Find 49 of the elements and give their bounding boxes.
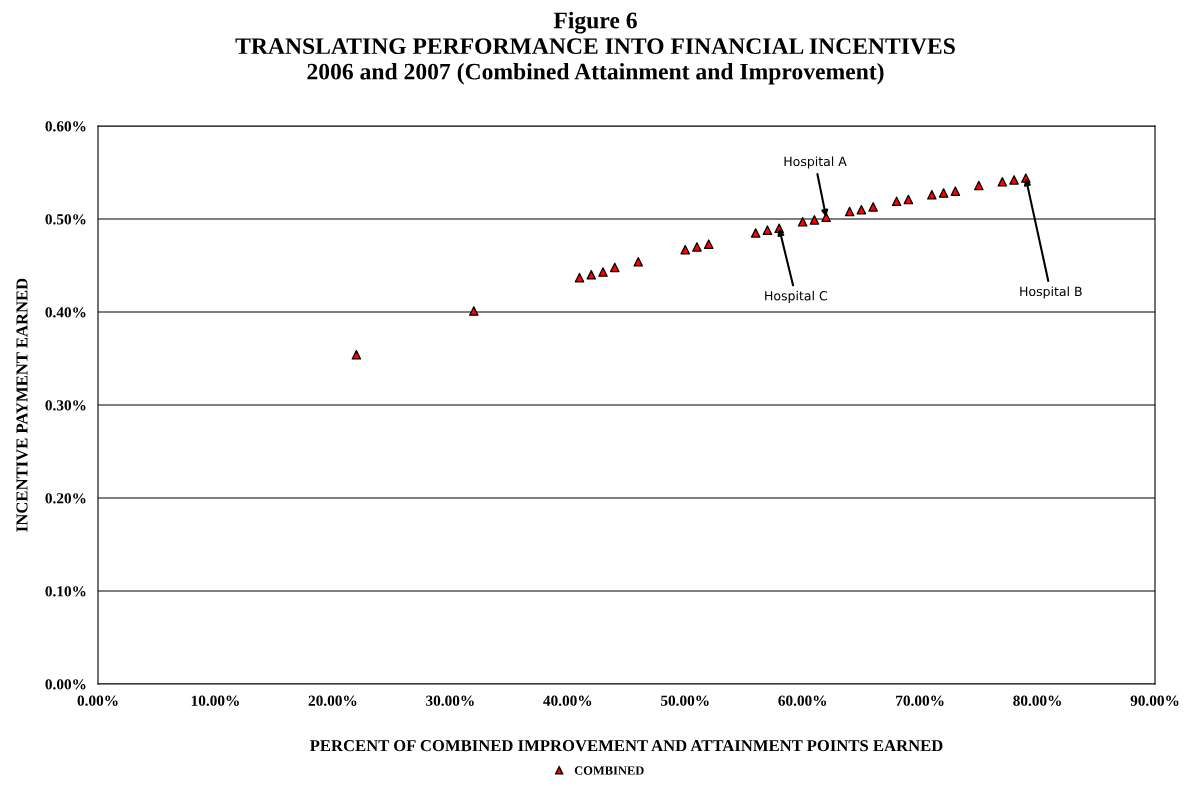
x-tick-label: 80.00% <box>1013 695 1061 706</box>
point <box>844 206 855 217</box>
point <box>950 186 961 196</box>
y-tick-label: 0.30% <box>45 400 86 411</box>
point <box>609 262 620 273</box>
y-tick-label: 0.10% <box>45 586 86 597</box>
x-tick-label: 20.00% <box>308 695 357 706</box>
point <box>586 270 597 280</box>
point <box>856 204 867 215</box>
point <box>821 212 831 222</box>
y-tick-label: 0.00% <box>45 679 86 690</box>
x-tick-label: 70.00% <box>896 695 944 706</box>
point <box>868 202 878 212</box>
point <box>903 194 914 205</box>
x-axis-title: PERCENT OF COMBINED IMPROVEMENT AND ATTAINMENT POINTS EARNED <box>309 740 943 752</box>
y-axis-title: INCENTIVE PAYMENT EARNED <box>16 278 28 532</box>
x-tick-label: 10.00% <box>191 695 239 706</box>
point <box>997 177 1008 187</box>
point <box>351 349 362 360</box>
point <box>692 242 702 252</box>
y-tick-label: 0.20% <box>45 493 86 504</box>
point <box>938 188 949 198</box>
annotation: Hospital B <box>1020 286 1082 299</box>
point <box>574 272 585 283</box>
legend-label: COMBINED <box>574 766 644 775</box>
y-tick-label: 0.60% <box>45 121 86 132</box>
point <box>762 225 773 235</box>
point <box>974 180 984 191</box>
chart-title: Figure 6 TRANSLATING PERFORMANCE INTO FINANCIAL INCENTIVES 2006 and 2007 (Combined Attainment and Improvement) <box>235 11 955 85</box>
x-tick-label: 50.00% <box>661 695 709 706</box>
x-tick-label: 30.00% <box>426 695 474 706</box>
x-tick-label: 0.00% <box>77 695 118 706</box>
point <box>809 215 820 225</box>
annotation: Hospital A <box>784 156 847 169</box>
y-tick-label: 0.40% <box>45 307 86 318</box>
point <box>1009 175 1019 185</box>
point <box>633 256 644 267</box>
point <box>469 306 479 316</box>
x-tick-label: 60.00% <box>778 695 827 706</box>
y-tick-label: 0.50% <box>45 214 86 225</box>
point <box>891 196 902 207</box>
point <box>750 228 761 238</box>
point <box>598 267 608 277</box>
point <box>797 216 808 227</box>
annotation: Hospital C <box>765 290 828 303</box>
x-tick-label: 40.00% <box>543 695 592 706</box>
point <box>927 190 937 200</box>
point <box>703 239 714 249</box>
x-tick-label: 90.00% <box>1130 695 1179 706</box>
